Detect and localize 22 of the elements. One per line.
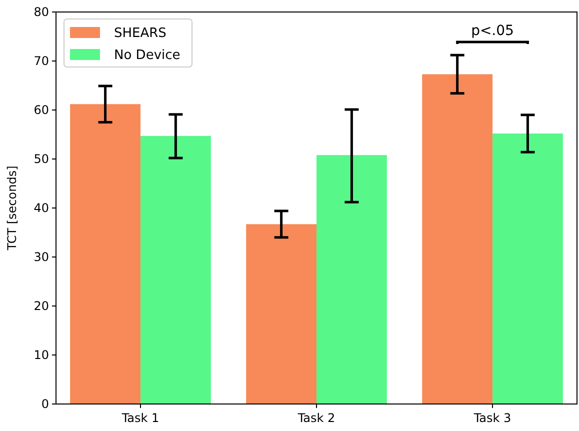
bar bbox=[492, 134, 563, 404]
y-axis-title: TCT [seconds] bbox=[5, 166, 19, 252]
x-tick-label: Task 3 bbox=[472, 411, 512, 425]
legend-label: No Device bbox=[114, 48, 180, 63]
y-tick-label: 0 bbox=[41, 397, 49, 412]
bar bbox=[316, 155, 387, 404]
bar bbox=[246, 224, 316, 404]
bar bbox=[422, 74, 493, 404]
x-tick-label: Task 2 bbox=[296, 411, 336, 425]
y-tick-label: 10 bbox=[34, 348, 49, 362]
annotation: p<.05 bbox=[471, 23, 514, 39]
bar bbox=[140, 136, 211, 404]
y-tick-label: 80 bbox=[34, 5, 49, 20]
x-tick-label: Task 1 bbox=[120, 411, 160, 425]
y-tick-label: 70 bbox=[34, 54, 49, 68]
y-tick-label: 30 bbox=[34, 250, 49, 264]
legend-label: SHEARS bbox=[114, 26, 166, 41]
y-tick-label: 40 bbox=[34, 201, 49, 216]
y-tick-label: 20 bbox=[34, 299, 49, 314]
bar bbox=[70, 104, 140, 404]
y-tick-label: 50 bbox=[34, 152, 49, 166]
y-tick-label: 60 bbox=[34, 103, 49, 118]
